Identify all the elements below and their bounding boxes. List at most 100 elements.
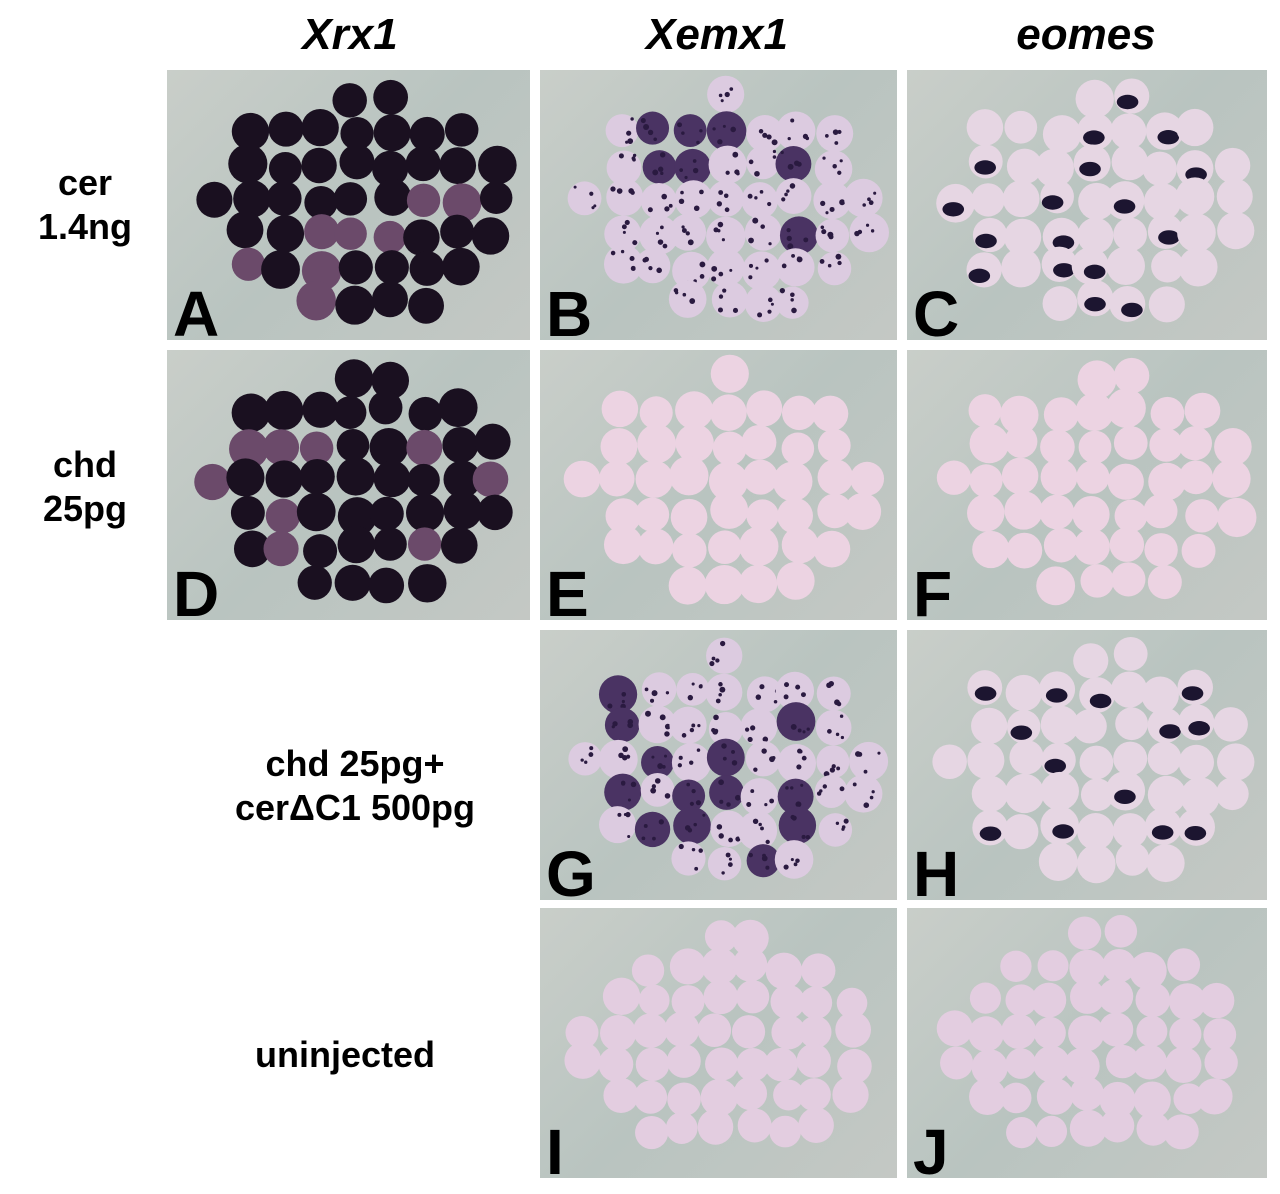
embryo <box>697 1109 734 1145</box>
embryo <box>265 498 301 534</box>
stain-dot <box>651 690 658 697</box>
stain-dot <box>784 192 788 197</box>
stain-dot <box>681 733 687 738</box>
stain-dot <box>781 263 787 269</box>
stain <box>1181 686 1204 701</box>
stain <box>1045 688 1068 703</box>
embryo <box>1002 180 1040 218</box>
stain-dot <box>678 843 684 850</box>
stain-dot <box>580 758 584 762</box>
stain-dot <box>764 802 768 807</box>
embryo <box>1107 463 1144 500</box>
embryo <box>837 1048 872 1084</box>
stain <box>968 268 991 284</box>
embryo <box>1148 462 1186 501</box>
stain-dot <box>825 133 829 138</box>
stain-dot <box>790 858 794 862</box>
embryo <box>666 1044 701 1078</box>
embryo <box>669 948 707 985</box>
embryo <box>813 181 852 220</box>
stain-dot <box>724 91 730 98</box>
stain-dot <box>869 795 874 800</box>
embryo-image <box>932 636 1255 884</box>
column-header-xemx1: Xemx1 <box>646 10 788 59</box>
embryo <box>1217 211 1255 250</box>
stain-dot <box>758 129 764 134</box>
stain-dot <box>620 249 625 254</box>
stain-dot <box>716 201 723 207</box>
stain-dot <box>659 714 666 721</box>
stain-dot <box>760 826 764 831</box>
stain-dot <box>726 802 731 807</box>
embryo <box>268 152 302 185</box>
embryo-image <box>194 359 513 604</box>
stain-dot <box>871 790 875 794</box>
panel-letter: F <box>913 558 953 620</box>
embryo <box>339 144 375 180</box>
stain <box>1052 824 1074 839</box>
embryo <box>777 744 817 783</box>
embryo <box>1178 247 1218 287</box>
embryo <box>668 566 707 605</box>
stain-dot <box>717 307 723 313</box>
stain-dot <box>786 228 791 233</box>
embryo <box>1006 148 1043 185</box>
embryo <box>746 676 783 713</box>
stain-dot <box>626 754 631 759</box>
stain-dot <box>658 166 664 172</box>
panel-letter: D <box>173 558 220 620</box>
stain-dot <box>843 818 849 824</box>
embryo <box>442 247 480 286</box>
embryo <box>374 178 412 216</box>
embryo <box>1110 113 1147 150</box>
embryo <box>231 247 265 281</box>
embryo <box>296 492 336 532</box>
stain-dot <box>625 140 629 144</box>
embryo-image <box>936 78 1255 323</box>
embryo <box>408 287 445 324</box>
embryo <box>228 144 268 184</box>
embryo <box>1077 217 1114 254</box>
stain-dot <box>659 152 666 158</box>
embryo <box>664 1011 700 1047</box>
stain-dot <box>773 699 778 704</box>
stain-dot <box>693 205 700 212</box>
embryo <box>1204 1045 1238 1080</box>
row-label-chd: chd 25pg <box>42 444 128 529</box>
embryo <box>1099 1081 1136 1119</box>
stain-dot <box>698 848 703 853</box>
stain-dot <box>573 185 577 189</box>
stain-dot <box>711 276 717 282</box>
embryo <box>369 496 404 531</box>
stain-dot <box>839 714 844 718</box>
embryo <box>673 114 707 147</box>
stain-dot <box>626 130 632 136</box>
stain-dot <box>829 206 835 212</box>
embryo <box>373 527 407 561</box>
embryo <box>1136 1112 1171 1146</box>
embryo <box>1039 494 1075 530</box>
stain-dot <box>717 229 721 233</box>
embryo <box>1033 1016 1066 1049</box>
stain-dot <box>736 171 740 176</box>
embryo <box>817 459 854 495</box>
stain-dot <box>768 242 772 246</box>
stain-dot <box>716 824 723 830</box>
stain-dot <box>834 699 840 706</box>
embryo <box>194 463 231 501</box>
embryo <box>598 806 636 844</box>
embryo <box>1006 1117 1038 1149</box>
stain-dot <box>678 198 685 205</box>
panel-letter: E <box>546 558 589 620</box>
embryo <box>268 111 304 147</box>
stain-dot <box>691 723 696 728</box>
stain-dot <box>787 136 791 141</box>
embryo <box>816 676 851 711</box>
embryo <box>333 182 368 216</box>
embryo <box>1169 1018 1202 1051</box>
embryo <box>1181 533 1216 568</box>
embryo <box>765 952 803 990</box>
stain-dot <box>680 190 684 195</box>
stain-dot <box>828 234 834 240</box>
embryo <box>1077 844 1116 884</box>
